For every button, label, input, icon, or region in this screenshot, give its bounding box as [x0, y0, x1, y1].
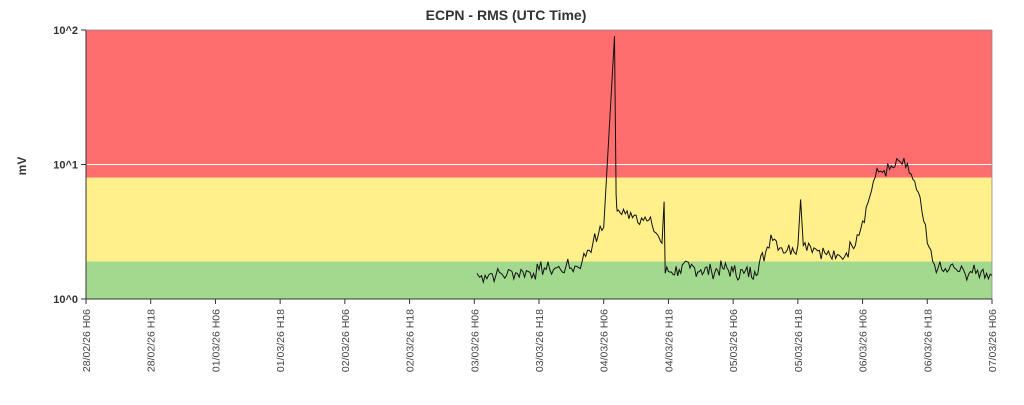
x-tick-label: 03/03/26 H06	[469, 309, 481, 372]
x-tick-label: 06/03/26 H18	[922, 309, 934, 372]
band-red	[86, 30, 992, 178]
x-tick-label: 05/03/26 H06	[728, 309, 740, 372]
series-line	[476, 36, 993, 285]
band-yellow	[86, 177, 992, 262]
plot-area: 10^0 10^1 10^2 28/02/26 H06 28/02/26 H18 01/0…	[53, 25, 999, 372]
x-tick-label: 05/03/26 H18	[793, 309, 805, 372]
x-tick-label: 06/03/26 H06	[858, 309, 870, 372]
band-green	[86, 261, 992, 299]
x-tick-label: 28/02/26 H06	[81, 309, 93, 372]
chart-title: ECPN - RMS (UTC Time)	[426, 7, 587, 23]
y-tick-label: 10^1	[53, 160, 78, 172]
x-tick-label: 02/03/26 H06	[340, 309, 352, 372]
y-tick-label: 10^0	[53, 294, 78, 306]
x-tick-label: 03/03/26 H18	[534, 309, 546, 372]
x-tick-label: 02/03/26 H18	[405, 309, 417, 372]
x-tick-label: 01/03/26 H18	[275, 309, 287, 372]
x-tick-label: 07/03/26 H06	[987, 309, 999, 372]
x-tick-label: 04/03/26 H18	[663, 309, 675, 372]
y-tick-label: 10^2	[53, 25, 78, 37]
y-axis-label: mV	[15, 157, 29, 176]
x-tick-label: 04/03/26 H06	[599, 309, 611, 372]
x-tick-label: 01/03/26 H06	[210, 309, 222, 372]
x-tick-label: 28/02/26 H18	[146, 309, 158, 372]
